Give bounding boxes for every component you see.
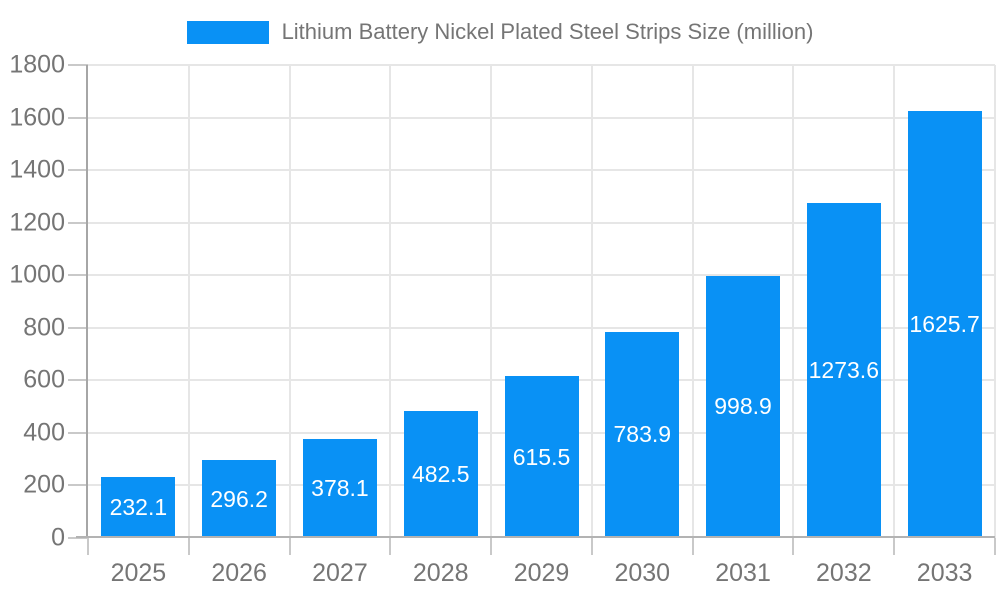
- y-axis-tick-label: 200: [23, 470, 65, 499]
- x-axis-tick: [792, 538, 795, 555]
- bar-value-label: 615.5: [512, 443, 571, 470]
- bar: 998.9: [706, 275, 781, 538]
- horizontal-gridline: [88, 116, 995, 119]
- x-axis-tick-label: 2030: [614, 559, 671, 587]
- x-axis-tick-label: 2032: [816, 559, 872, 587]
- y-axis-tick: [68, 431, 88, 434]
- horizontal-gridline: [88, 221, 995, 224]
- bar-value-label: 1273.6: [808, 357, 879, 384]
- bar: 1625.7: [907, 110, 982, 538]
- x-axis-tick-label: 2027: [312, 559, 368, 587]
- x-axis-tick: [691, 538, 694, 555]
- horizontal-gridline: [88, 326, 995, 329]
- y-axis-line: [86, 65, 88, 538]
- bar: 1273.6: [806, 203, 881, 538]
- y-axis-tick-label: 1200: [9, 208, 65, 237]
- y-axis-tick-label: 1400: [9, 155, 65, 184]
- legend-series-label: Lithium Battery Nickel Plated Steel Stri…: [281, 19, 814, 44]
- bar: 232.1: [101, 477, 176, 538]
- vertical-gridline: [994, 65, 996, 538]
- bar-value-label: 232.1: [109, 493, 168, 520]
- y-axis-tick: [68, 537, 88, 539]
- x-axis-tick: [288, 538, 291, 555]
- y-axis-tick-label: 800: [23, 313, 65, 342]
- bar-value-label: 1625.7: [909, 310, 980, 337]
- vertical-gridline: [187, 65, 190, 538]
- bar: 482.5: [403, 411, 478, 538]
- vertical-gridline: [893, 65, 896, 538]
- bar-value-label: 296.2: [210, 485, 268, 512]
- y-axis-tick-label: 1600: [9, 103, 65, 132]
- y-axis-tick: [68, 221, 88, 224]
- y-axis-tick-label: 400: [23, 418, 65, 447]
- y-axis-tick: [68, 169, 88, 172]
- vertical-gridline: [490, 65, 493, 538]
- x-axis-tick: [187, 538, 190, 555]
- bar-value-label: 378.1: [311, 474, 369, 501]
- y-axis-tick: [68, 274, 88, 277]
- bar: 615.5: [504, 376, 579, 538]
- x-axis-tick-label: 2033: [916, 559, 973, 587]
- x-axis-tick: [590, 538, 593, 555]
- bar-value-label: 482.5: [411, 461, 470, 488]
- vertical-gridline: [590, 65, 593, 538]
- bar-value-label: 998.9: [714, 393, 772, 420]
- bar: 378.1: [302, 438, 377, 538]
- y-axis-tick: [68, 379, 88, 382]
- y-axis-tick: [68, 64, 88, 66]
- y-axis-tick: [68, 116, 88, 119]
- y-axis-tick-label: 1000: [9, 260, 65, 289]
- x-axis-tick: [490, 538, 493, 555]
- x-axis-tick: [994, 538, 996, 555]
- legend-color-swatch: [186, 20, 269, 44]
- x-axis-tick-label: 2026: [211, 559, 267, 587]
- bar-value-label: 783.9: [613, 421, 672, 448]
- x-axis-tick-label: 2025: [110, 559, 167, 587]
- vertical-gridline: [389, 65, 392, 538]
- horizontal-gridline: [88, 169, 995, 172]
- x-axis-tick-label: 2029: [513, 559, 570, 587]
- horizontal-gridline: [88, 274, 995, 277]
- y-axis-tick-label: 0: [51, 523, 65, 552]
- x-axis-tick: [389, 538, 392, 555]
- vertical-gridline: [691, 65, 694, 538]
- x-axis-tick: [87, 538, 89, 555]
- bar: 783.9: [605, 332, 680, 538]
- vertical-gridline: [792, 65, 795, 538]
- chart-legend: Lithium Battery Nickel Plated Steel Stri…: [0, 19, 1000, 45]
- y-axis-tick-label: 600: [23, 365, 65, 394]
- x-axis-tick-label: 2031: [715, 559, 771, 587]
- x-axis-tick-label: 2028: [412, 559, 469, 587]
- y-axis-tick: [68, 326, 88, 329]
- vertical-gridline: [288, 65, 291, 538]
- y-axis-tick: [68, 484, 88, 487]
- x-axis-line: [76, 536, 995, 538]
- x-axis-tick: [893, 538, 896, 555]
- horizontal-gridline: [88, 64, 995, 66]
- bar: 296.2: [202, 460, 277, 538]
- y-axis-tick-label: 1800: [9, 50, 65, 79]
